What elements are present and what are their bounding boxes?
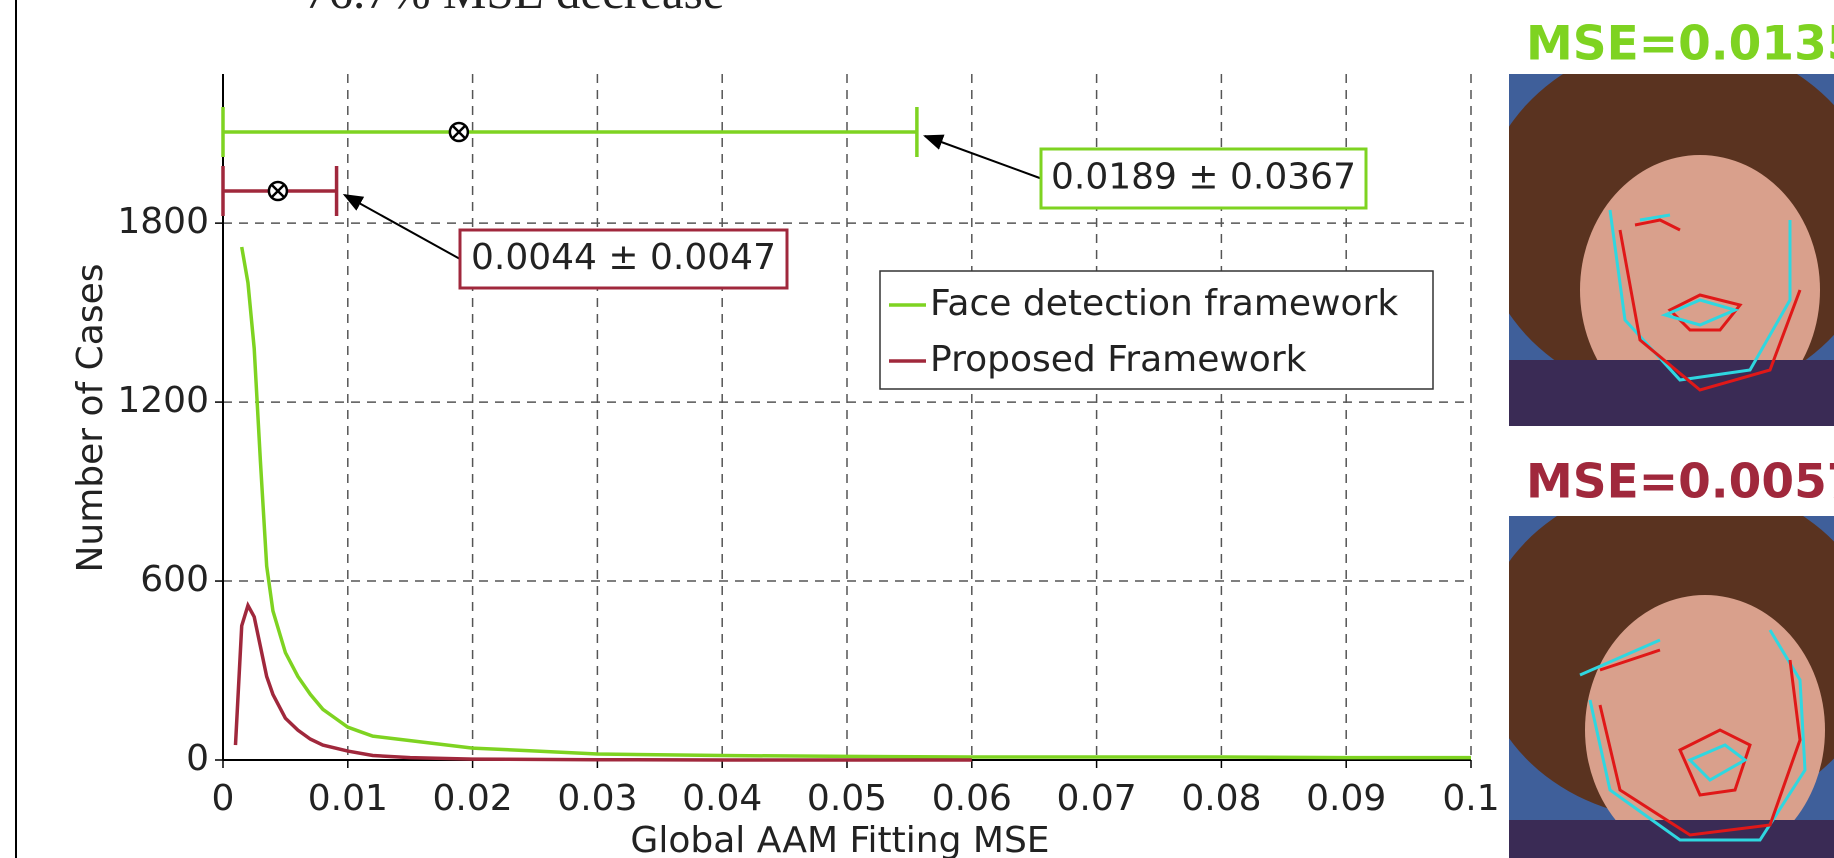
- chart-title: 76.7% MSE decrease: [304, 0, 724, 19]
- x-tick-label: 0.03: [557, 778, 637, 819]
- x-tick-label: 0.02: [433, 778, 513, 819]
- face-photo-1: [1480, 40, 1834, 430]
- page: {"chart_data": { "type": "line", "title"…: [0, 0, 1834, 858]
- y-tick-label: 1200: [117, 380, 209, 421]
- x-tick-label: 0.09: [1306, 778, 1386, 819]
- annotation-text: 0.0189 ± 0.0367: [1051, 157, 1356, 198]
- image-label: MSE=0.0057: [1526, 455, 1834, 510]
- series-line: [235, 606, 971, 760]
- x-tick-label: 0.07: [1057, 778, 1137, 819]
- x-tick-label: 0.1: [1442, 778, 1499, 819]
- face-photo-2: [1480, 480, 1834, 858]
- x-tick-label: 0.08: [1181, 778, 1261, 819]
- annotation-arrow: [345, 195, 460, 259]
- y-tick-label: 0: [186, 738, 209, 779]
- x-tick-label: 0.04: [682, 778, 762, 819]
- y-axis-label: Number of Cases: [70, 263, 111, 572]
- annotation-text: 0.0044 ± 0.0047: [471, 237, 776, 278]
- x-tick-label: 0: [212, 778, 235, 819]
- x-tick-label: 0.06: [932, 778, 1012, 819]
- x-axis-label: Global AAM Fitting MSE: [630, 820, 1049, 858]
- chart: 76.7% MSE decrease Number of Cases Globa…: [0, 0, 1834, 858]
- image-label: MSE=0.0135: [1526, 17, 1834, 72]
- annotation-arrow: [925, 136, 1041, 179]
- x-tick-label: 0.01: [308, 778, 388, 819]
- x-tick-label: 0.05: [807, 778, 887, 819]
- legend-label: Proposed Framework: [930, 339, 1307, 380]
- legend-label: Face detection framework: [930, 283, 1398, 324]
- y-tick-label: 600: [140, 559, 209, 600]
- y-tick-label: 1800: [117, 201, 209, 242]
